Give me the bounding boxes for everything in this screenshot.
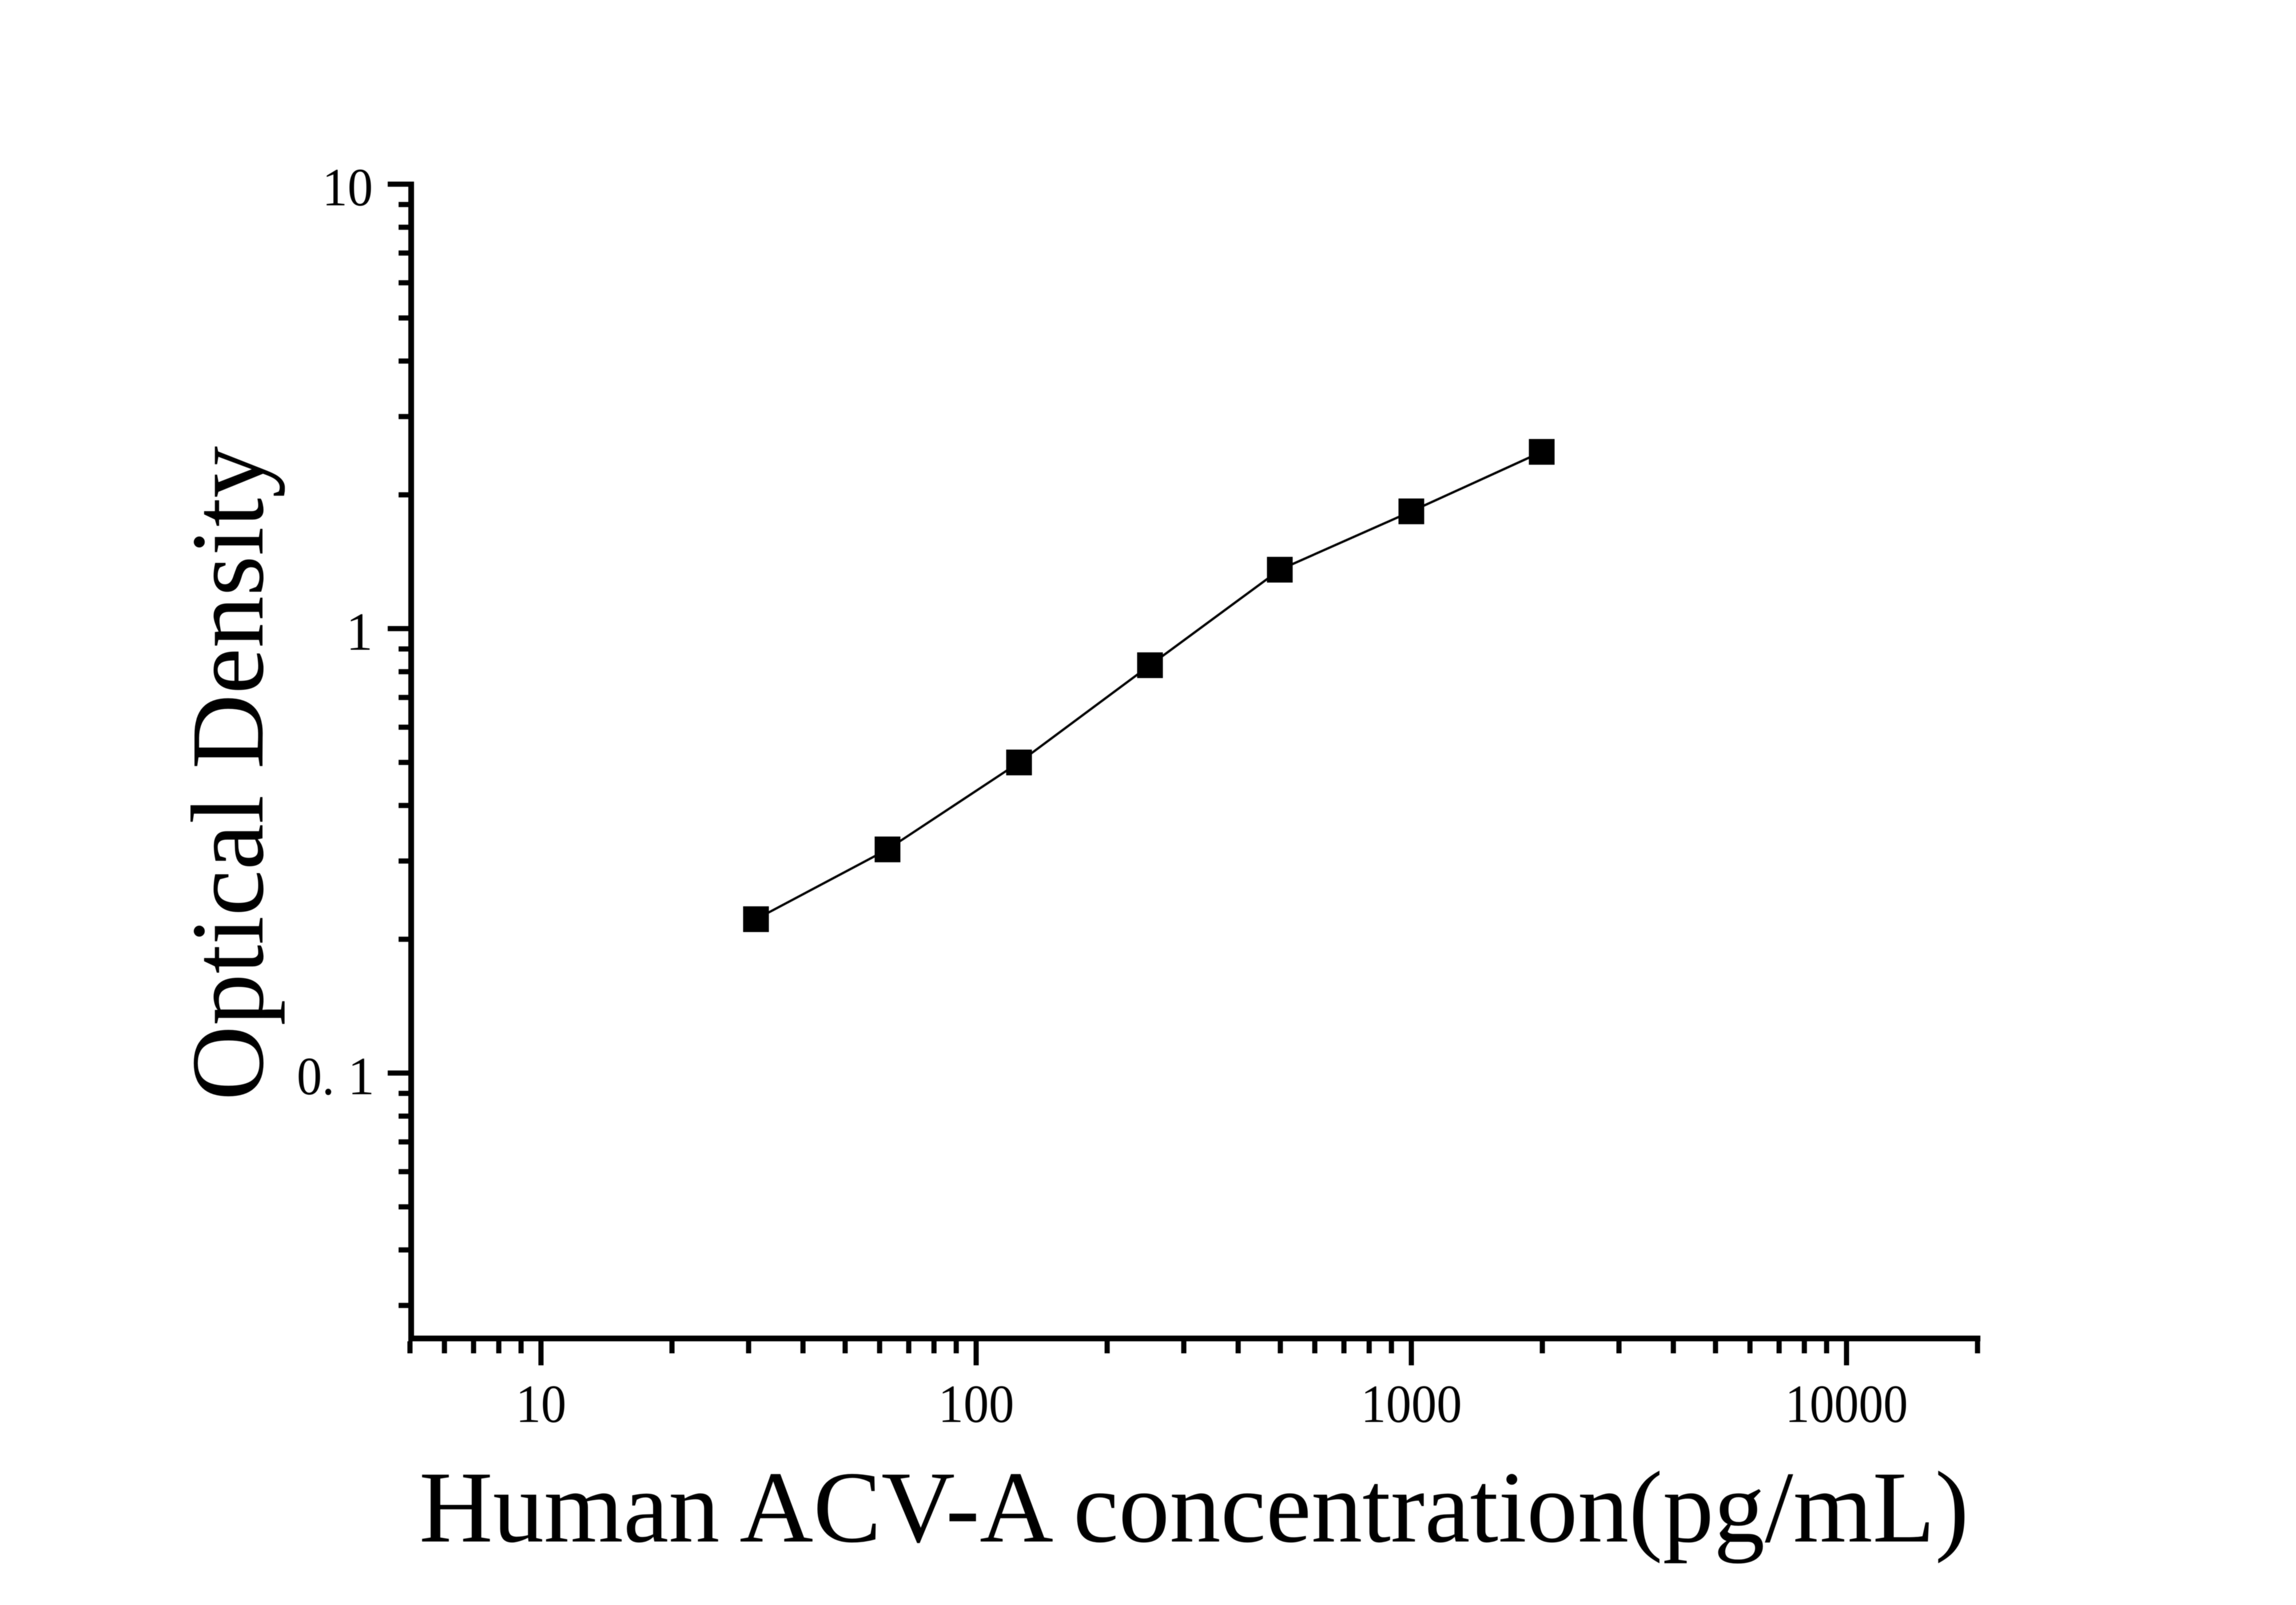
- svg-text:10: 10: [516, 1374, 567, 1434]
- svg-text:1: 1: [348, 1047, 375, 1106]
- svg-text:1000: 1000: [1361, 1374, 1462, 1434]
- svg-text:Human ACV-A concentration(pg/m: Human ACV-A concentration(pg/mL): [419, 1451, 1969, 1564]
- svg-text:Optical Density: Optical Density: [170, 446, 285, 1101]
- svg-text:10: 10: [322, 158, 373, 217]
- svg-text:0.: 0.: [297, 1047, 335, 1106]
- svg-text:100: 100: [938, 1374, 1014, 1434]
- svg-text:10000: 10000: [1785, 1374, 1908, 1434]
- svg-text:1: 1: [346, 602, 373, 662]
